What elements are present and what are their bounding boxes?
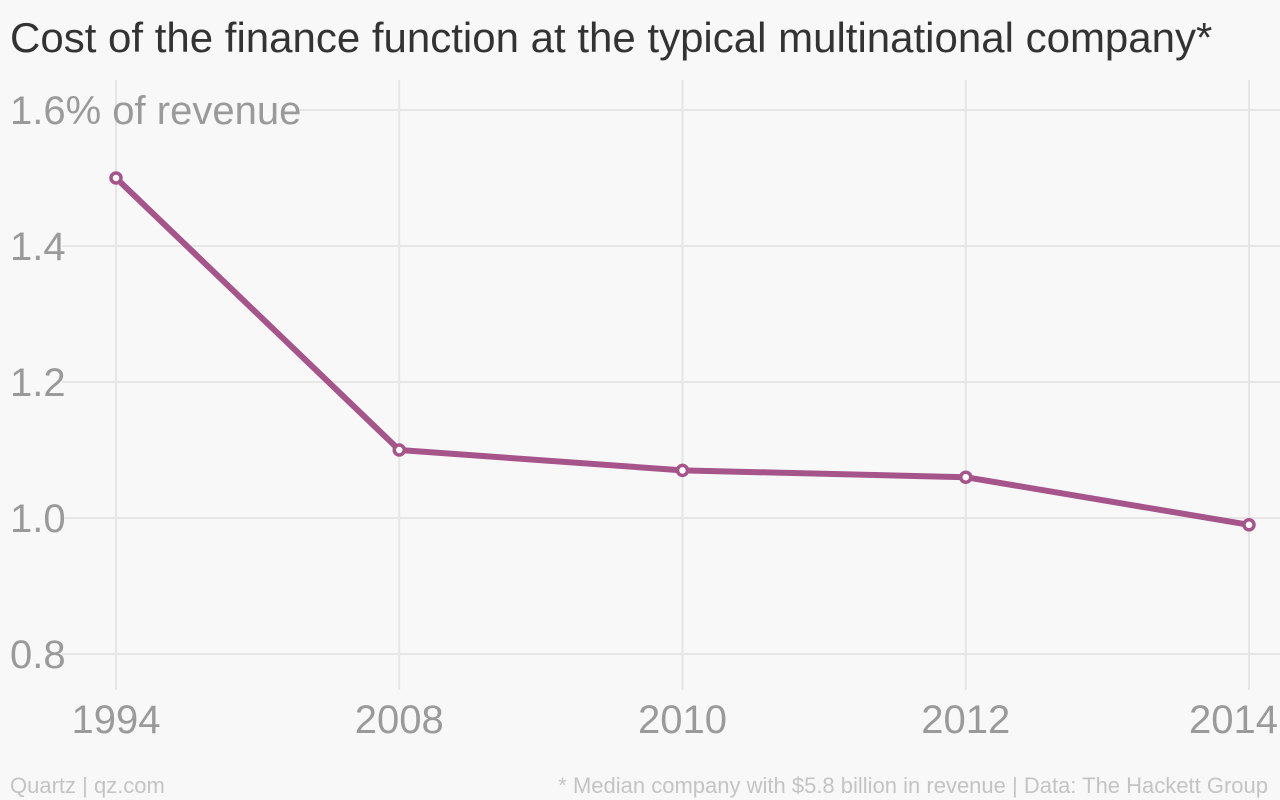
- y-tick-label: 1.6% of revenue: [10, 89, 301, 133]
- x-tick-label: 2014: [1189, 698, 1278, 742]
- chart-title: Cost of the finance function at the typi…: [10, 14, 1212, 61]
- data-point: [1242, 518, 1256, 532]
- y-tick-label: 1.4: [10, 225, 66, 269]
- x-tick-label: 2008: [355, 698, 444, 742]
- x-tick-label: 2012: [921, 698, 1010, 742]
- data-point: [675, 463, 690, 478]
- x-tick-label: 1994: [72, 698, 161, 742]
- data-footnote: * Median company with $5.8 billion in re…: [558, 773, 1268, 798]
- data-point: [959, 470, 973, 484]
- x-axis-ticks: 1994 2008 2010 2012 2014: [72, 698, 1278, 742]
- y-axis-ticks: 0.8 1.0 1.2 1.4 1.6% of revenue: [10, 89, 301, 677]
- y-tick-label: 1.0: [10, 497, 66, 541]
- source-credit: Quartz | qz.com: [10, 773, 165, 798]
- y-tick-label: 0.8: [10, 633, 66, 677]
- y-tick-label: 1.2: [10, 361, 66, 405]
- data-point: [392, 443, 406, 457]
- x-tick-label: 2010: [638, 698, 727, 742]
- data-point: [109, 171, 123, 185]
- grid: [62, 80, 1280, 690]
- series: [109, 171, 1256, 532]
